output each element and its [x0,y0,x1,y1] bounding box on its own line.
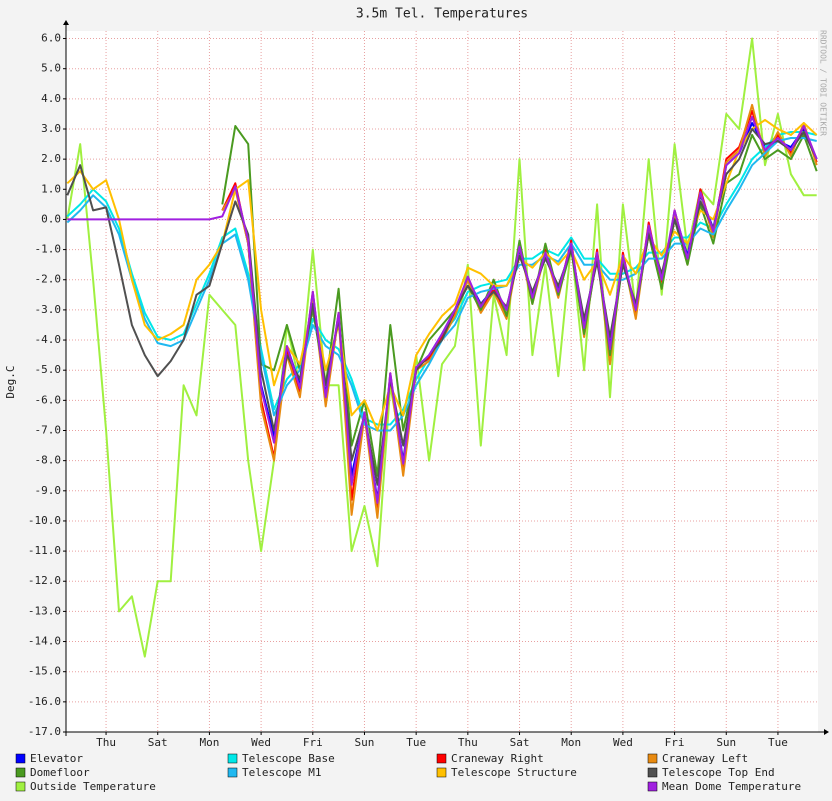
legend-label: Craneway Left [662,752,748,765]
y-tick-label: -7.0 [35,423,62,436]
legend-swatch [436,767,447,778]
y-tick-label: -2.0 [35,273,62,286]
watermark: RRDTOOL / TOBI OETIKER [819,30,828,136]
x-tick-label: Mon [199,736,219,749]
legend-label: Mean Dome Temperature [662,780,801,793]
y-tick-label: -3.0 [35,303,62,316]
legend-label: Elevator [30,752,83,765]
x-tick-label: Fri [303,736,323,749]
y-tick-label: -11.0 [28,544,61,557]
x-tick-label: Sun [716,736,736,749]
x-tick-label: Sun [355,736,375,749]
y-tick-label: -15.0 [28,665,61,678]
x-tick-label: Thu [96,736,116,749]
legend-label: Telescope Base [242,752,335,765]
legend-swatch [15,767,26,778]
y-tick-label: -12.0 [28,574,61,587]
legend-label: Craneway Right [451,752,544,765]
x-tick-label: Tue [406,736,426,749]
legend-swatch [647,767,658,778]
y-tick-label: 4.0 [41,92,61,105]
y-tick-label: -6.0 [35,393,62,406]
y-tick-label: 1.0 [41,182,61,195]
y-tick-label: -4.0 [35,333,62,346]
legend-swatch [647,753,658,764]
x-tick-label: Sat [148,736,168,749]
legend: Elevator Telescope Base Craneway Right Cran… [15,752,801,793]
y-tick-label: 3.0 [41,122,61,135]
x-arrow [824,729,829,735]
y-tick-label: 2.0 [41,152,61,165]
plot-area [66,31,818,732]
x-tick-label: Wed [613,736,633,749]
x-tick-label: Thu [458,736,478,749]
legend-swatch [15,781,26,792]
y-tick-label: -17.0 [28,725,61,738]
y-tick-label: -8.0 [35,454,62,467]
y-tick-label: -14.0 [28,635,61,648]
y-tick-label: -9.0 [35,484,62,497]
y-tick-label: -5.0 [35,363,62,376]
legend-label: Telescope Top End [662,766,775,779]
lines [66,37,818,658]
x-tick-label: Mon [561,736,581,749]
y-tick-label: -13.0 [28,604,61,617]
legend-label: Telescope Structure [451,766,577,779]
legend-label: Domefloor [30,766,90,779]
y-tick-label: -10.0 [28,514,61,527]
legend-swatch [647,781,658,792]
x-tick-label: Fri [665,736,685,749]
y-tick-label: -1.0 [35,243,62,256]
y-tick-label: 6.0 [41,32,61,45]
x-tick-label: Tue [768,736,788,749]
legend-label: Outside Temperature [30,780,156,793]
legend-swatch [15,753,26,764]
y-tick-label: -16.0 [28,695,61,708]
series-line [66,37,817,658]
x-tick-label: Wed [251,736,271,749]
chart-title: 3.5m Tel. Temperatures [356,7,528,22]
legend-swatch [227,753,238,764]
y-tick-label: 5.0 [41,62,61,75]
legend-swatch [227,767,238,778]
y-arrow [63,20,69,25]
x-tick-label: Sat [510,736,530,749]
legend-label: Telescope M1 [242,766,321,779]
series-line [67,115,818,504]
legend-swatch [436,753,447,764]
y-tick-label: 0.0 [41,212,61,225]
y-axis-label: Deg.C [4,365,17,398]
